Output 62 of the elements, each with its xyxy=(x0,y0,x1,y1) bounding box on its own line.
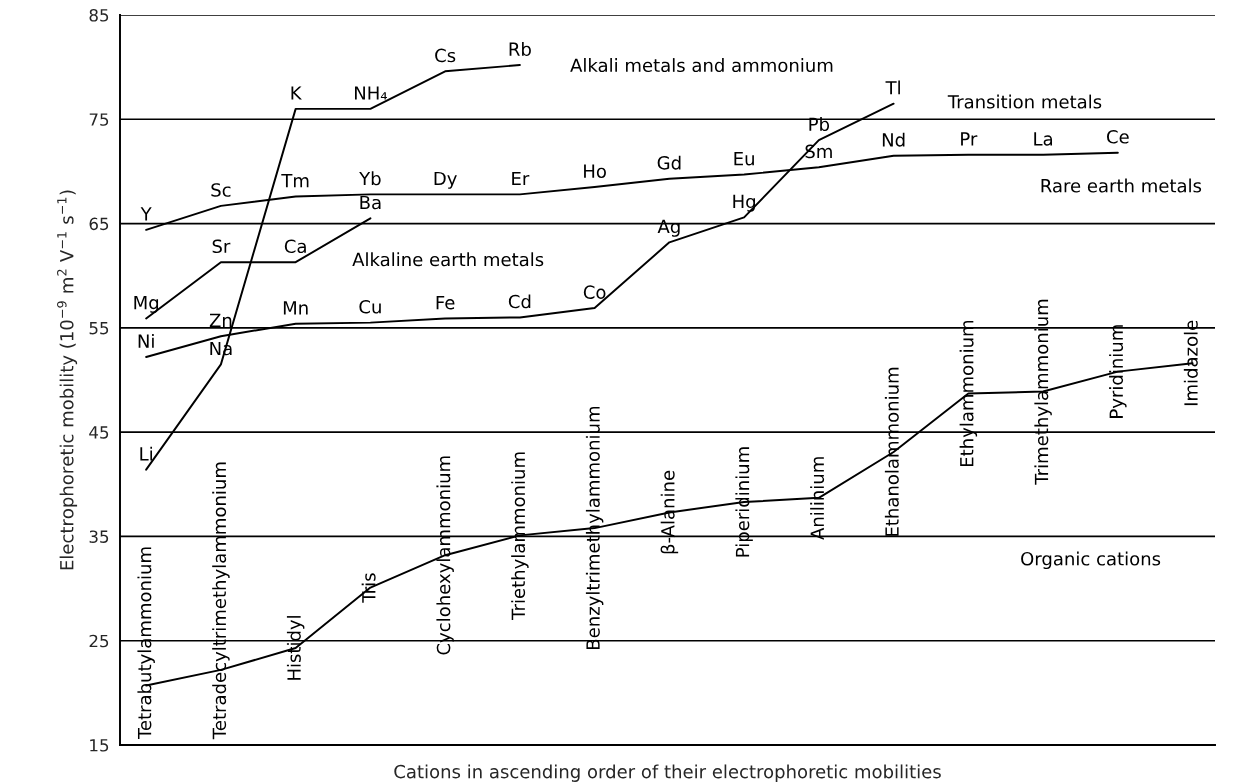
data-label: Pr xyxy=(961,132,978,146)
annotation: Rare earth metals xyxy=(1041,178,1202,193)
data-label: Sc xyxy=(211,183,231,197)
data-label: Tl xyxy=(885,80,900,95)
data-label: Tetrabutylammonium xyxy=(137,547,155,740)
y-tick-label: 25 xyxy=(89,634,109,648)
data-label: Piperidinium xyxy=(735,447,753,557)
data-label: Histidyl xyxy=(286,616,305,680)
data-label: Cd xyxy=(508,294,531,309)
data-label: Sm xyxy=(805,144,832,159)
data-label: Dy xyxy=(434,171,457,189)
data-label: Fe xyxy=(436,296,455,310)
y-tick-label: 85 xyxy=(89,8,109,22)
annotation: Organic cations xyxy=(1021,551,1161,570)
data-label: Mg xyxy=(134,296,159,313)
data-label: Nd xyxy=(882,132,905,147)
data-label: Ba xyxy=(360,195,381,210)
data-label: Li xyxy=(140,446,152,461)
y-tick-label: 45 xyxy=(89,426,109,439)
data-label: Ca xyxy=(284,239,306,254)
y-tick-label: 35 xyxy=(89,530,109,543)
data-label: Ethylammonium xyxy=(959,320,978,466)
data-label: NH₄ xyxy=(355,86,387,100)
y-tick-label: 65 xyxy=(89,217,109,231)
text: Electrophoretic mobility (10$^{−9}$ m$^{2}$ V$^{−1}$ s$^{−1}$) xyxy=(57,190,78,570)
data-label: Ce xyxy=(1106,129,1129,144)
data-label: Cyclohexylammonium xyxy=(436,456,454,655)
data-label: Tris xyxy=(361,573,376,603)
data-label: Ho xyxy=(584,164,606,179)
data-label: Eu xyxy=(734,152,754,166)
data-label: Cu xyxy=(359,299,381,314)
data-label: Mn xyxy=(283,301,308,315)
data-label: Imidazole xyxy=(1183,320,1198,406)
data-label: Ni xyxy=(138,334,154,348)
data-label: Cs xyxy=(435,48,456,63)
data-label: Rb xyxy=(509,42,531,56)
data-label: Triethylammonium xyxy=(511,452,529,620)
data-label: Anilinium xyxy=(810,457,825,540)
data-label: Tm xyxy=(281,173,309,188)
data-label: Benzyltrimethylammonium xyxy=(585,406,604,649)
data-label: Co xyxy=(583,285,606,299)
data-label: Yb xyxy=(359,171,381,186)
data-label: Trimethylammonium xyxy=(1034,299,1052,485)
data-label: La xyxy=(1034,132,1053,146)
annotation: Alkali metals and ammonium xyxy=(570,58,833,73)
data-label: Sr xyxy=(212,239,231,254)
x-axis-title: Cations in ascending order of their electrophoretic mobilities xyxy=(394,764,941,782)
data-label: Tetradecyltrimethylammonium xyxy=(212,462,230,740)
data-label: Y xyxy=(140,207,152,221)
annotation: Alkaline earth metals xyxy=(352,252,544,267)
data-label: Zn xyxy=(209,313,232,327)
data-label: Gd xyxy=(657,155,681,170)
y-tick-label: 15 xyxy=(90,739,109,752)
data-label: Er xyxy=(512,171,530,186)
data-label: Pyridinium xyxy=(1109,325,1127,418)
y-tick-label: 75 xyxy=(89,113,109,126)
data-label: Hg xyxy=(733,194,755,212)
annotation: Transition metals xyxy=(947,94,1102,109)
y-tick-label: 55 xyxy=(89,322,109,335)
data-label: Ethanolammonium xyxy=(884,367,899,536)
data-label: K xyxy=(291,86,302,100)
data-label: β-Alanine xyxy=(660,470,679,554)
